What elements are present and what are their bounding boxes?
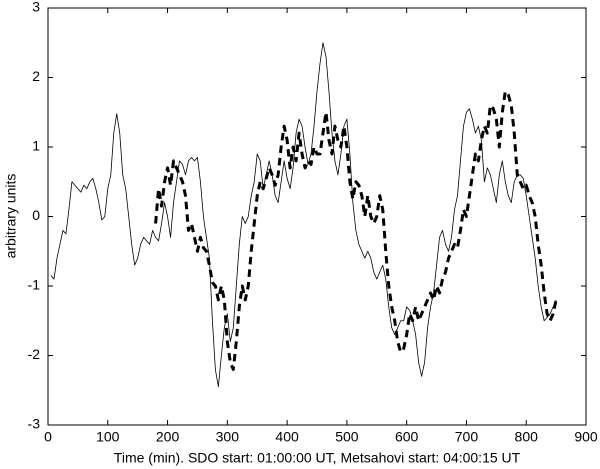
x-tick-label: 400	[275, 429, 299, 445]
y-tick-label: 0	[32, 207, 40, 223]
x-tick-label: 900	[574, 429, 598, 445]
x-tick-label: 600	[395, 429, 419, 445]
y-tick-label: -2	[28, 346, 41, 362]
x-axis-label: Time (min). SDO start: 01:00:00 UT, Mets…	[114, 450, 521, 466]
y-axis-label: arbitrary units	[3, 174, 19, 259]
series-line	[50, 42, 557, 388]
x-tick-label: 500	[335, 429, 359, 445]
y-tick-label: 3	[32, 0, 40, 15]
y-tick-label: -3	[28, 416, 41, 432]
y-tick-label: -1	[28, 277, 41, 293]
x-tick-label: 200	[156, 429, 180, 445]
x-tick-label: 100	[96, 429, 120, 445]
x-tick-label: 300	[216, 429, 240, 445]
x-tick-label: 800	[515, 429, 539, 445]
y-tick-label: 2	[32, 68, 40, 84]
y-tick-label: 1	[32, 138, 40, 154]
x-tick-label: 700	[455, 429, 479, 445]
plot-frame	[47, 7, 587, 426]
x-tick-label: 0	[44, 429, 52, 445]
series-line	[154, 89, 558, 371]
